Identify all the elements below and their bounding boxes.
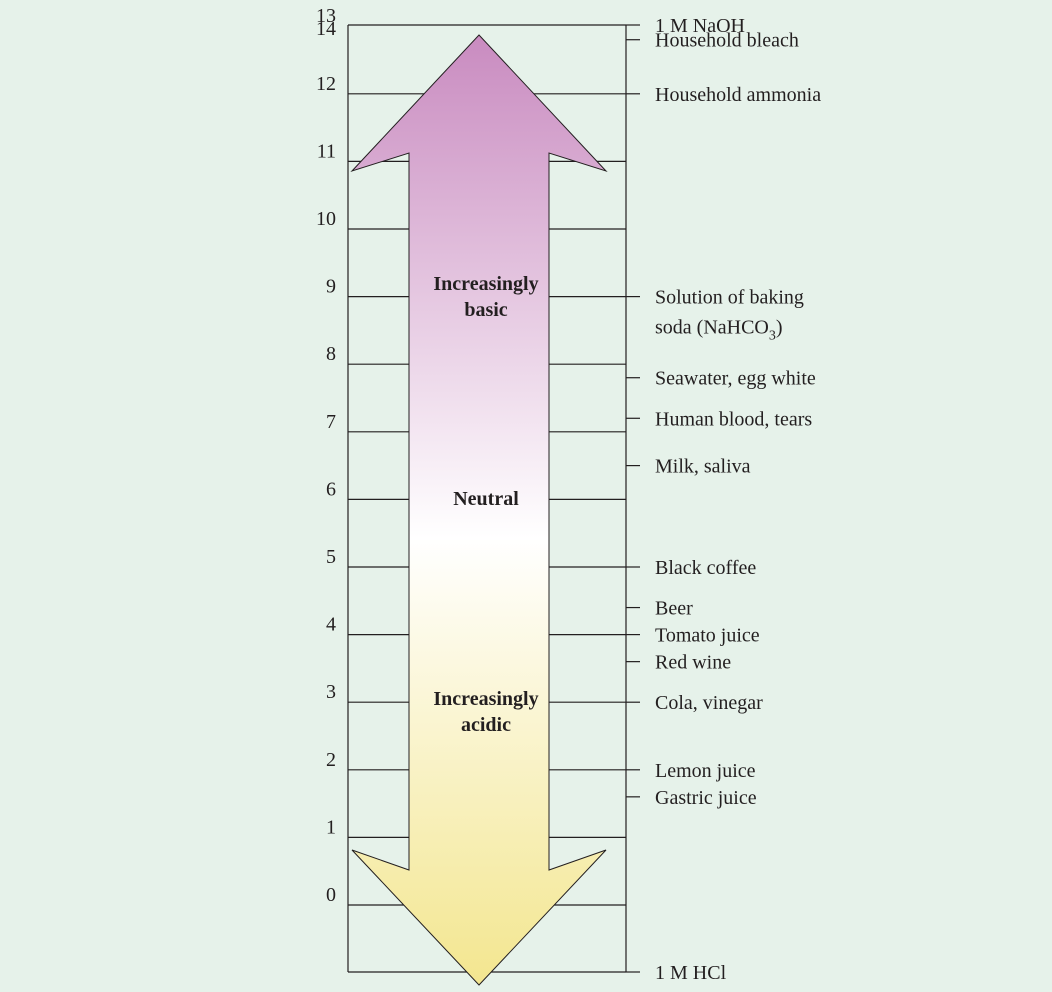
substance-label: Lemon juice [655,760,756,782]
increasingly-basic-label-line1: Increasingly [433,273,538,295]
substance-label: Gastric juice [655,787,757,809]
substance-label: Beer [655,598,693,620]
scale-number: 0 [326,884,336,906]
substance-label: Human blood, tears [655,408,812,430]
substance-label: Seawater, egg white [655,368,816,390]
scale-number: 2 [326,749,336,771]
substance-label: Cola, vinegar [655,692,763,714]
scale-number: 9 [326,276,336,298]
substance-label: 1 M NaOH [655,15,745,37]
increasingly-acidic-label-line2: acidic [461,714,511,736]
scale-number: 8 [326,343,336,365]
scale-number: 14 [316,18,336,40]
substance-label: Household ammonia [655,84,821,106]
scale-number: 7 [326,411,336,433]
scale-number: 4 [326,614,336,636]
double-headed-arrow [350,34,608,986]
substance-label: Household bleach [655,30,799,52]
increasingly-acidic-label-line1: Increasingly [433,688,538,710]
substance-label: Tomato juice [655,625,760,647]
scale-number: 5 [326,546,336,568]
increasingly-basic-label-line2: basic [464,299,507,321]
scale-number: 6 [326,478,336,500]
scale-number: 1 [326,816,336,838]
substance-label: Red wine [655,652,731,674]
scale-number: 12 [316,73,336,95]
scale-number: 3 [326,681,336,703]
substance-label: Solution of baking [655,287,804,309]
substance-label: 1 M HCl [655,962,727,984]
neutral-label: Neutral [453,488,519,510]
substance-label: Black coffee [655,557,756,579]
scale-number: 10 [316,208,336,230]
substance-label: soda (NaHCO3) [655,317,783,344]
scale-number: 13 [316,5,336,27]
scale-number: 11 [317,140,336,162]
substance-label: Milk, saliva [655,456,751,478]
